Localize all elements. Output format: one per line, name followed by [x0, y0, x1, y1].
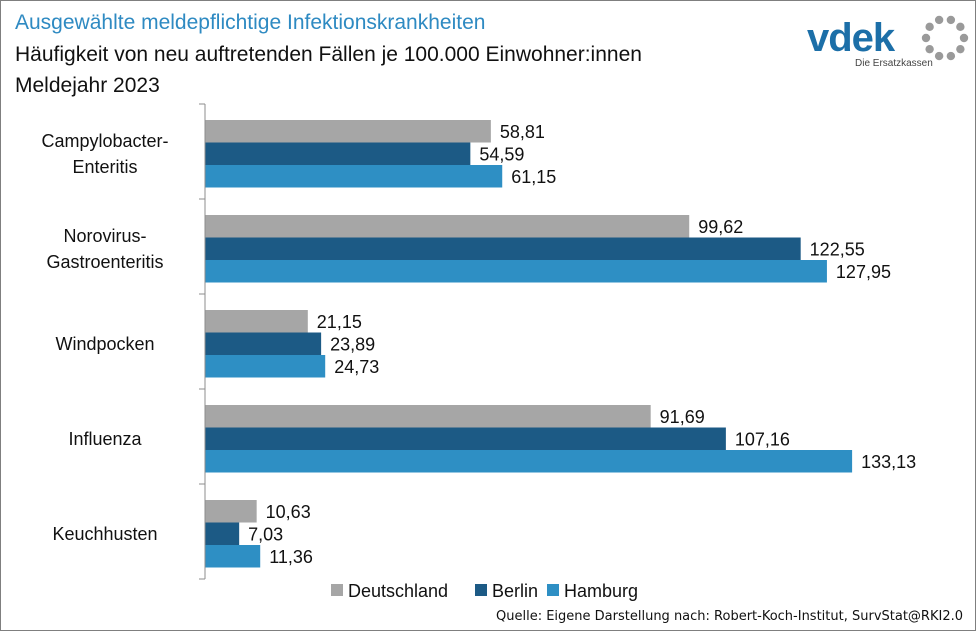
legend-label: Deutschland: [348, 581, 448, 601]
bar-berlin-3: [205, 427, 726, 450]
value-label: 54,59: [479, 144, 524, 164]
category-label: Influenza: [68, 429, 142, 449]
chart-title: Ausgewählte meldepflichtige Infektionskr…: [15, 11, 486, 34]
bar-berlin-4: [205, 522, 240, 545]
source-note: Quelle: Eigene Darstellung nach: Robert-…: [496, 609, 963, 624]
legend-swatch: [331, 584, 343, 596]
logo-ring-dot: [946, 15, 956, 25]
bar-deutschland-2: [205, 310, 308, 333]
bar-hamburg-4: [205, 545, 261, 568]
chart-year: Meldejahr 2023: [15, 74, 160, 97]
value-label: 58,81: [500, 122, 545, 142]
value-label: 21,15: [317, 312, 362, 332]
logo-ring-dot: [934, 51, 944, 61]
bar-deutschland-4: [205, 500, 257, 523]
legend-swatch: [547, 584, 559, 596]
category-label: Keuchhusten: [52, 524, 157, 544]
value-label: 122,55: [810, 239, 865, 259]
value-label: 7,03: [248, 524, 283, 544]
logo-ring-dot: [934, 15, 944, 25]
value-label: 10,63: [266, 502, 311, 522]
value-label: 24,73: [334, 357, 379, 377]
value-label: 61,15: [511, 167, 556, 187]
legend-label: Berlin: [492, 581, 538, 601]
value-label: 23,89: [330, 334, 375, 354]
logo-ring-dot: [946, 51, 956, 61]
bar-hamburg-0: [205, 165, 503, 188]
category-label: Campylobacter-Enteritis: [41, 131, 168, 177]
bar-berlin-2: [205, 332, 322, 355]
value-label: 133,13: [861, 452, 916, 472]
vdek-logo: vdek Die Ersatzkassen: [807, 11, 971, 71]
legend: Deutschland Berlin Hamburg: [331, 581, 638, 601]
value-label: 107,16: [735, 429, 790, 449]
legend-swatch: [475, 584, 487, 596]
category-label: Windpocken: [55, 334, 154, 354]
logo-ring-icon: [921, 15, 969, 61]
logo-ring-dot: [956, 22, 965, 32]
bar-hamburg-3: [205, 450, 853, 473]
legend-label: Hamburg: [564, 581, 638, 601]
chart-subtitle: Häufigkeit von neu auftretenden Fällen j…: [15, 43, 642, 66]
bar-deutschland-0: [205, 120, 491, 143]
axis-ticks: [199, 103, 205, 580]
bar-hamburg-1: [205, 260, 827, 283]
value-label: 11,36: [269, 547, 313, 567]
bar-deutschland-1: [205, 215, 690, 238]
logo-tagline: Die Ersatzkassen: [855, 58, 933, 69]
logo-ring-dot: [921, 33, 931, 43]
bar-berlin-1: [205, 237, 801, 260]
logo-ring-dot: [956, 44, 965, 54]
bar-deutschland-3: [205, 405, 651, 428]
bars-group: [205, 120, 853, 568]
bar-hamburg-2: [205, 355, 326, 378]
value-label: 127,95: [836, 262, 891, 282]
value-label: 91,69: [660, 407, 705, 427]
logo-ring-dot: [925, 22, 934, 32]
logo-ring-dot: [925, 44, 934, 54]
value-label: 99,62: [698, 217, 743, 237]
category-label: Norovirus-Gastroenteritis: [46, 226, 163, 272]
bar-berlin-0: [205, 142, 471, 165]
logo-ring-dot: [959, 33, 969, 43]
category-labels: Campylobacter-Enteritis Norovirus-Gastroe…: [41, 131, 168, 544]
logo-wordmark: vdek: [807, 16, 896, 60]
